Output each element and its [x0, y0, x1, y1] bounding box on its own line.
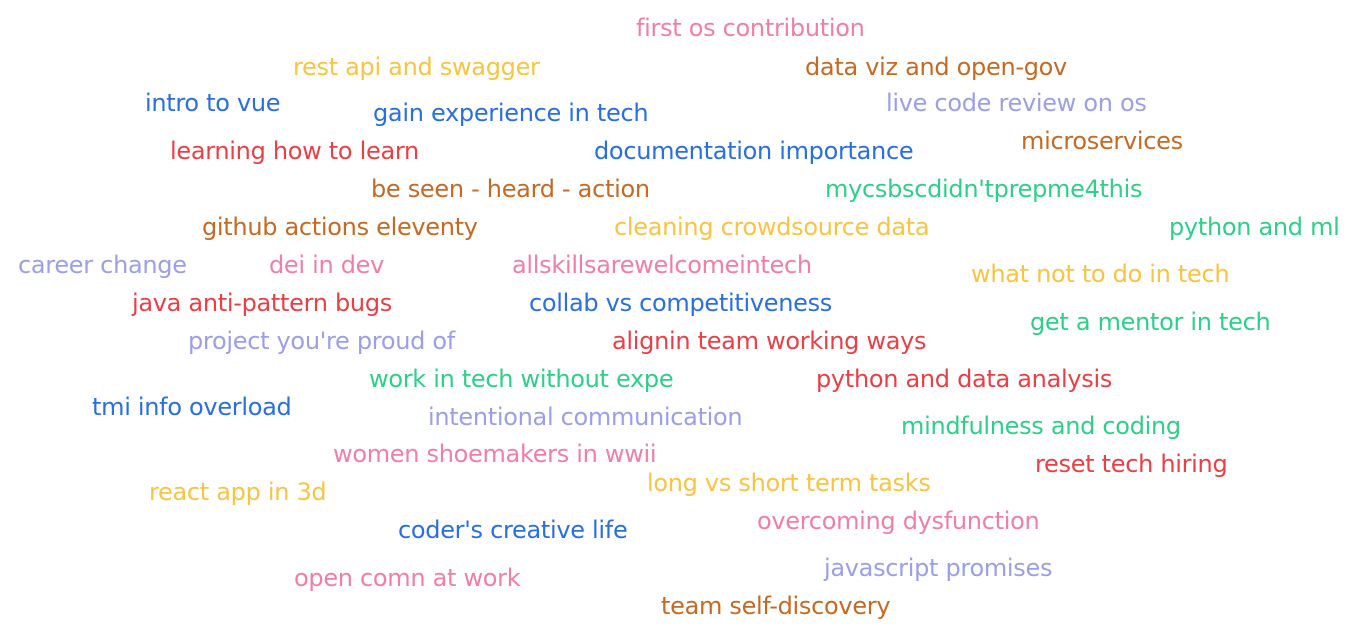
word-rest-api-and-swagger[interactable]: rest api and swagger: [293, 53, 540, 81]
word-be-seen-heard-action[interactable]: be seen - heard - action: [371, 175, 650, 203]
word-intentional-communication[interactable]: intentional communication: [428, 403, 743, 431]
word-mindfulness-and-coding[interactable]: mindfulness and coding: [901, 412, 1181, 440]
word-intro-to-vue[interactable]: intro to vue: [145, 89, 281, 117]
word-what-not-to-do-in-tech[interactable]: what not to do in tech: [971, 260, 1230, 288]
word-live-code-review-on-os[interactable]: live code review on os: [886, 89, 1147, 117]
word-javascript-promises[interactable]: javascript promises: [824, 554, 1053, 582]
word-microservices[interactable]: microservices: [1021, 127, 1183, 155]
word-data-viz-and-open-gov[interactable]: data viz and open-gov: [805, 53, 1067, 81]
word-career-change[interactable]: career change: [18, 251, 187, 279]
word-gain-experience-in-tech[interactable]: gain experience in tech: [373, 99, 649, 127]
word-cleaning-crowdsource-data[interactable]: cleaning crowdsource data: [614, 213, 930, 241]
word-dei-in-dev[interactable]: dei in dev: [269, 251, 385, 279]
word-collab-vs-competitiveness[interactable]: collab vs competitiveness: [529, 289, 832, 317]
word-react-app-in-3d[interactable]: react app in 3d: [149, 478, 327, 506]
word-team-self-discovery[interactable]: team self-discovery: [661, 592, 891, 620]
word-project-youre-proud-of[interactable]: project you're proud of: [188, 327, 455, 355]
word-alignin-team-working-ways[interactable]: alignin team working ways: [612, 327, 927, 355]
word-allskillsarewelcomeintech[interactable]: allskillsarewelcomeintech: [512, 251, 812, 279]
word-mycsbscdidntprepme4this[interactable]: mycsbscdidn'tprepme4this: [825, 175, 1143, 203]
word-get-a-mentor-in-tech[interactable]: get a mentor in tech: [1030, 308, 1271, 336]
word-learning-how-to-learn[interactable]: learning how to learn: [170, 137, 419, 165]
word-reset-tech-hiring[interactable]: reset tech hiring: [1035, 450, 1228, 478]
word-first-os-contribution[interactable]: first os contribution: [636, 14, 865, 42]
word-open-comn-at-work[interactable]: open comn at work: [294, 564, 521, 592]
word-github-actions-eleventy[interactable]: github actions eleventy: [202, 213, 478, 241]
word-python-and-data-analysis[interactable]: python and data analysis: [816, 365, 1113, 393]
word-java-anti-pattern-bugs[interactable]: java anti-pattern bugs: [132, 289, 392, 317]
word-long-vs-short-term-tasks[interactable]: long vs short term tasks: [647, 469, 931, 497]
word-documentation-importance[interactable]: documentation importance: [594, 137, 914, 165]
word-overcoming-dysfunction[interactable]: overcoming dysfunction: [757, 507, 1040, 535]
word-tmi-info-overload[interactable]: tmi info overload: [92, 393, 292, 421]
word-women-shoemakers-in-wwii[interactable]: women shoemakers in wwii: [333, 440, 657, 468]
word-coders-creative-life[interactable]: coder's creative life: [398, 516, 628, 544]
word-python-and-ml[interactable]: python and ml: [1169, 213, 1340, 241]
word-work-in-tech-without-expe[interactable]: work in tech without expe: [369, 365, 674, 393]
